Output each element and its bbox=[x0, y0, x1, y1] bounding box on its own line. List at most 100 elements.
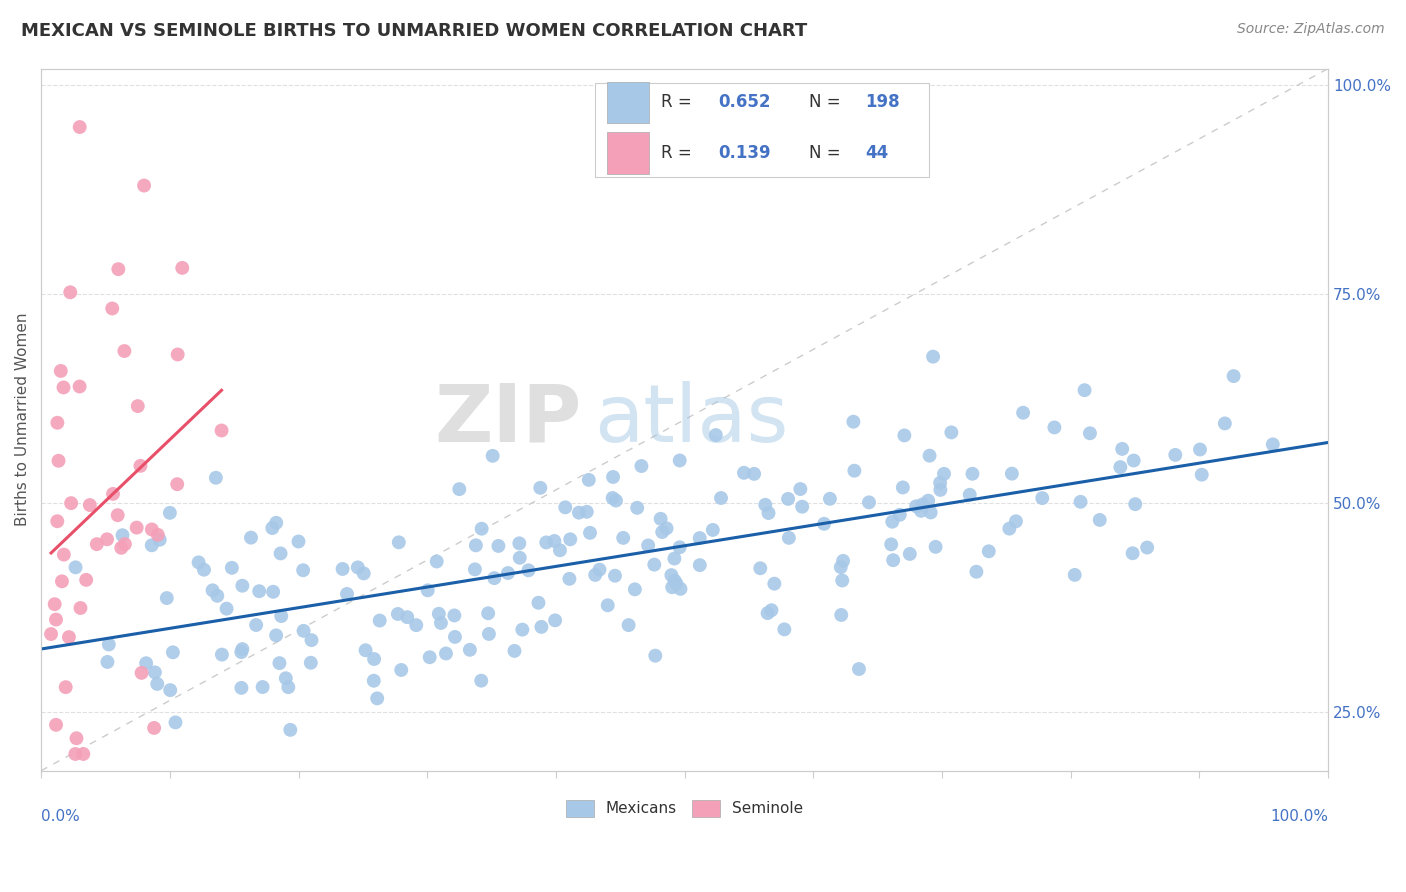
Point bbox=[165, 715, 187, 730]
Point bbox=[689, 531, 711, 545]
Y-axis label: Births to Unmarried Women: Births to Unmarried Women bbox=[15, 313, 30, 526]
Point bbox=[363, 652, 385, 666]
Point bbox=[1005, 514, 1028, 528]
Point bbox=[396, 610, 419, 624]
Point bbox=[536, 535, 558, 549]
Point bbox=[484, 571, 506, 585]
Point bbox=[917, 493, 939, 508]
Point bbox=[842, 415, 865, 429]
Point bbox=[49, 364, 72, 378]
Point bbox=[159, 506, 181, 520]
Point bbox=[637, 539, 659, 553]
Text: 44: 44 bbox=[865, 144, 889, 161]
Point bbox=[758, 506, 780, 520]
Point bbox=[1088, 513, 1111, 527]
Point bbox=[52, 548, 75, 562]
Point bbox=[898, 547, 921, 561]
Point bbox=[818, 491, 841, 506]
Point bbox=[299, 656, 322, 670]
Point bbox=[245, 618, 267, 632]
Point bbox=[143, 665, 166, 680]
Point bbox=[45, 613, 67, 627]
Point bbox=[477, 607, 499, 621]
Point bbox=[96, 655, 118, 669]
Point bbox=[588, 563, 610, 577]
Point bbox=[111, 528, 134, 542]
Point bbox=[962, 467, 984, 481]
Point bbox=[60, 496, 83, 510]
Point bbox=[1012, 406, 1035, 420]
Point bbox=[231, 645, 253, 659]
Point bbox=[1031, 491, 1053, 505]
Point bbox=[449, 482, 471, 496]
Point bbox=[754, 498, 776, 512]
Point bbox=[110, 541, 132, 555]
Point bbox=[602, 470, 624, 484]
Point bbox=[689, 558, 711, 573]
Point bbox=[132, 178, 155, 193]
Text: Source: ZipAtlas.com: Source: ZipAtlas.com bbox=[1237, 22, 1385, 37]
Point bbox=[426, 554, 449, 568]
Point bbox=[813, 516, 835, 531]
Text: N =: N = bbox=[810, 94, 841, 112]
Point bbox=[405, 618, 427, 632]
Point bbox=[65, 731, 87, 746]
Point bbox=[141, 538, 163, 552]
Point bbox=[792, 500, 814, 514]
Point bbox=[252, 680, 274, 694]
Point bbox=[605, 493, 627, 508]
Point bbox=[905, 500, 928, 514]
Point bbox=[664, 551, 686, 566]
Point bbox=[131, 665, 153, 680]
Text: 0.652: 0.652 bbox=[718, 94, 770, 112]
Point bbox=[69, 120, 91, 134]
Point bbox=[193, 563, 215, 577]
Point bbox=[262, 584, 284, 599]
Point bbox=[125, 521, 148, 535]
Point bbox=[568, 506, 591, 520]
Point bbox=[1136, 541, 1159, 555]
Point bbox=[336, 587, 359, 601]
Point bbox=[548, 543, 571, 558]
Point bbox=[1043, 420, 1066, 434]
Point bbox=[388, 535, 411, 549]
Point bbox=[231, 579, 253, 593]
Point bbox=[929, 483, 952, 497]
Point bbox=[419, 650, 441, 665]
Point bbox=[1078, 426, 1101, 441]
Point bbox=[159, 683, 181, 698]
Point bbox=[270, 546, 292, 560]
Point bbox=[366, 691, 388, 706]
Point bbox=[880, 537, 903, 551]
Point bbox=[831, 574, 853, 588]
Point bbox=[509, 550, 531, 565]
Point bbox=[1122, 453, 1144, 467]
Point bbox=[655, 521, 678, 535]
Point bbox=[444, 630, 467, 644]
Point bbox=[644, 648, 666, 663]
Text: 198: 198 bbox=[865, 94, 900, 112]
FancyBboxPatch shape bbox=[607, 82, 648, 123]
Point bbox=[211, 424, 233, 438]
Point bbox=[389, 663, 412, 677]
Point bbox=[46, 514, 69, 528]
Point bbox=[416, 583, 439, 598]
Point bbox=[231, 681, 253, 695]
Point bbox=[832, 554, 855, 568]
Point bbox=[773, 623, 796, 637]
Point bbox=[920, 505, 942, 519]
Point bbox=[55, 680, 77, 694]
Point bbox=[998, 522, 1021, 536]
Point bbox=[86, 537, 108, 551]
Point bbox=[702, 523, 724, 537]
Point bbox=[710, 491, 733, 505]
Point bbox=[470, 673, 492, 688]
Point bbox=[166, 477, 188, 491]
Point bbox=[848, 662, 870, 676]
Point bbox=[778, 491, 800, 506]
Point bbox=[1188, 442, 1211, 457]
Point bbox=[626, 500, 648, 515]
Point bbox=[830, 560, 852, 574]
Point bbox=[650, 512, 672, 526]
Point bbox=[668, 541, 690, 555]
